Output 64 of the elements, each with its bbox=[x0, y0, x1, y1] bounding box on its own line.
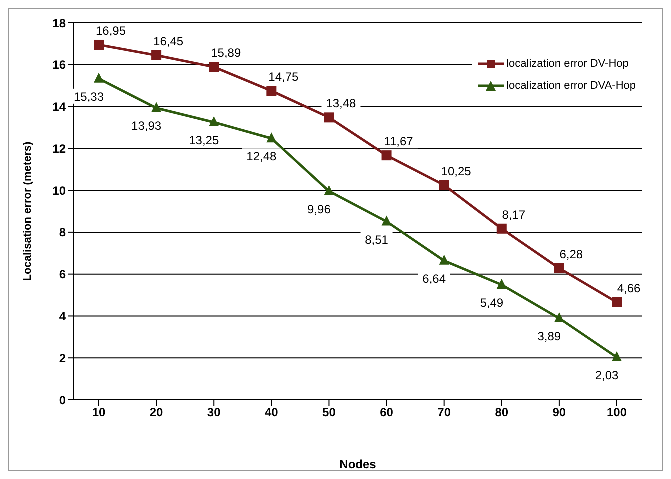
x-axis-title: Nodes bbox=[340, 458, 377, 472]
data-label: 13,93 bbox=[132, 119, 162, 134]
y-tick-label: 18 bbox=[52, 16, 66, 30]
point bbox=[152, 102, 162, 112]
point bbox=[94, 72, 104, 83]
point bbox=[209, 116, 220, 126]
y-tick-label: 12 bbox=[52, 142, 66, 156]
point bbox=[554, 312, 564, 323]
legend-label: localization error DVA-Hop bbox=[506, 79, 636, 94]
point bbox=[612, 351, 622, 362]
y-tick-label: 8 bbox=[59, 226, 66, 240]
point bbox=[324, 112, 334, 123]
point bbox=[382, 216, 392, 226]
point bbox=[382, 150, 392, 161]
point bbox=[554, 263, 564, 274]
data-label: 16,95 bbox=[96, 24, 126, 38]
data-label: 9,96 bbox=[308, 202, 332, 216]
x-tick-label: 100 bbox=[606, 406, 628, 420]
data-label: 16,45 bbox=[154, 34, 184, 48]
point bbox=[496, 224, 507, 234]
x-tick-label: 80 bbox=[495, 406, 509, 420]
data-label: 6,28 bbox=[560, 247, 584, 262]
data-label: 4,66 bbox=[617, 281, 641, 296]
y-tick-label: 10 bbox=[52, 184, 66, 198]
y-tick-label: 6 bbox=[59, 268, 66, 282]
data-label: 13,48 bbox=[326, 96, 357, 111]
data-label: 8,51 bbox=[365, 232, 389, 247]
legend-label: localization error DV-Hop bbox=[506, 57, 629, 72]
x-tick-label: 30 bbox=[207, 406, 222, 420]
x-tick-label: 90 bbox=[552, 406, 566, 420]
data-label: 15,89 bbox=[211, 46, 242, 60]
data-label: 3,89 bbox=[538, 330, 562, 344]
data-label: 14,75 bbox=[268, 70, 300, 84]
x-tick-label: 60 bbox=[380, 406, 394, 420]
data-label: 15,33 bbox=[74, 90, 104, 104]
data-label: 12,48 bbox=[246, 150, 278, 164]
point bbox=[612, 297, 622, 308]
data-label: 5,49 bbox=[480, 296, 504, 310]
x-tick-label: 50 bbox=[322, 406, 336, 420]
y-tick-label: 16 bbox=[52, 58, 66, 72]
x-tick-label: 40 bbox=[264, 406, 279, 420]
y-tick-label: 2 bbox=[59, 351, 66, 366]
data-label: 2,03 bbox=[595, 368, 619, 382]
y-tick-label: 0 bbox=[59, 393, 66, 408]
x-tick-label: 10 bbox=[92, 406, 106, 420]
point bbox=[266, 86, 277, 96]
data-label: 13,25 bbox=[189, 133, 220, 148]
y-axis-title: Localisation error (meters) bbox=[22, 141, 34, 282]
x-tick-label: 20 bbox=[150, 406, 164, 420]
point bbox=[94, 40, 104, 50]
point bbox=[439, 254, 450, 265]
data-label: 10,25 bbox=[441, 164, 472, 178]
data-label: 8,17 bbox=[502, 208, 526, 222]
point bbox=[266, 132, 277, 143]
data-label: 6,64 bbox=[422, 272, 446, 286]
y-tick-label: 4 bbox=[59, 309, 66, 324]
point bbox=[496, 279, 507, 290]
y-tick-label: 14 bbox=[52, 100, 66, 114]
point bbox=[439, 180, 450, 190]
point bbox=[152, 50, 162, 60]
point bbox=[209, 62, 220, 72]
data-label: 11,67 bbox=[384, 134, 414, 149]
point bbox=[324, 185, 334, 196]
x-tick-label: 70 bbox=[438, 406, 452, 420]
